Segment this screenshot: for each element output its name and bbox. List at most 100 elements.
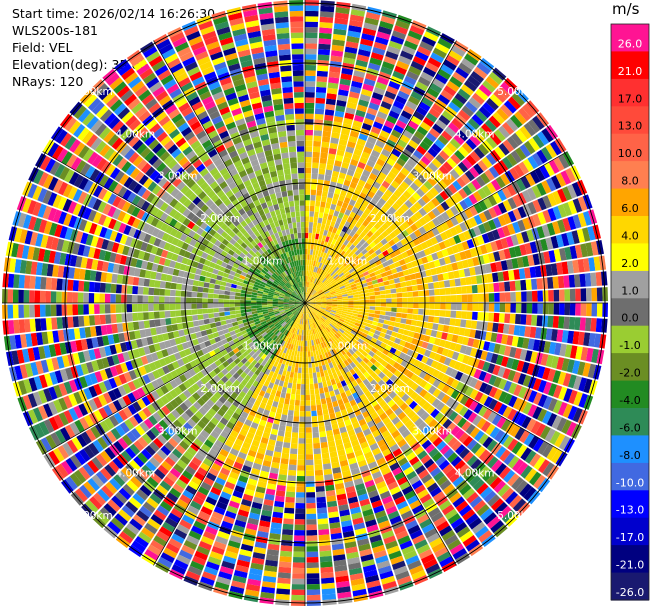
- gate: [388, 359, 396, 367]
- gate: [469, 496, 483, 508]
- gate: [358, 216, 365, 224]
- gate: [469, 134, 481, 147]
- gate: [373, 222, 382, 230]
- gate: [305, 292, 307, 298]
- gate: [362, 27, 377, 36]
- gate: [376, 421, 385, 430]
- gate: [537, 441, 549, 455]
- gate: [324, 479, 334, 486]
- gate: [405, 319, 412, 325]
- gate: [306, 281, 309, 287]
- gate: [491, 229, 501, 240]
- gate: [310, 300, 316, 302]
- gate: [363, 329, 370, 335]
- gate: [441, 394, 451, 404]
- gate: [295, 394, 301, 401]
- gate: [427, 366, 436, 376]
- gate: [381, 430, 391, 439]
- gate: [454, 318, 462, 327]
- gate: [441, 130, 453, 142]
- gate: [373, 360, 381, 368]
- gate: [389, 336, 396, 343]
- gate: [438, 415, 448, 426]
- gate: [414, 345, 422, 353]
- gate: [398, 373, 406, 381]
- gate: [487, 219, 497, 231]
- gate: [446, 263, 453, 272]
- gate: [315, 298, 321, 301]
- gate: [517, 373, 527, 385]
- gate: [492, 364, 501, 376]
- gate: [361, 386, 369, 394]
- gate: [564, 246, 572, 260]
- gate: [396, 297, 403, 303]
- gate: [554, 342, 562, 356]
- gate: [292, 426, 299, 433]
- gate: [305, 227, 309, 233]
- gate: [367, 407, 376, 416]
- gate: [379, 267, 386, 274]
- gate: [396, 253, 404, 261]
- gate: [371, 447, 382, 456]
- gate: [561, 419, 572, 435]
- gate: [545, 328, 553, 341]
- gate: [362, 341, 369, 348]
- gate: [368, 102, 380, 111]
- gate: [517, 336, 525, 348]
- gate: [364, 299, 370, 303]
- gate: [305, 10, 319, 17]
- gate: [506, 184, 517, 197]
- gate: [309, 296, 314, 300]
- gate: [399, 481, 411, 491]
- gate: [328, 286, 334, 291]
- gate: [321, 447, 329, 454]
- gate: [506, 136, 519, 150]
- gate: [277, 402, 284, 409]
- gate: [496, 416, 507, 429]
- gate: [305, 454, 314, 460]
- gate: [347, 307, 354, 311]
- gate: [335, 277, 342, 283]
- gate: [483, 293, 489, 302]
- gate: [318, 262, 323, 269]
- gate: [336, 217, 342, 224]
- gate: [431, 207, 441, 217]
- gate: [322, 130, 331, 138]
- gate: [305, 427, 312, 433]
- gate: [331, 360, 337, 368]
- gate: [375, 202, 383, 210]
- gate: [379, 286, 386, 291]
- gate: [365, 354, 373, 361]
- gate: [498, 378, 508, 390]
- gate: [366, 107, 378, 116]
- gate: [432, 323, 439, 331]
- gate: [394, 337, 401, 345]
- gate: [341, 276, 347, 282]
- gate: [540, 425, 551, 440]
- gate: [339, 335, 346, 341]
- gate: [363, 146, 373, 155]
- gate: [474, 330, 482, 340]
- gate: [411, 319, 418, 326]
- gate: [213, 312, 220, 318]
- gate: [318, 337, 323, 344]
- gate: [493, 343, 501, 354]
- gate: [409, 273, 416, 280]
- gate: [340, 167, 348, 175]
- gate: [404, 419, 414, 429]
- gate: [438, 114, 451, 126]
- gate: [595, 271, 603, 286]
- gate: [483, 341, 491, 351]
- gate: [482, 254, 490, 264]
- gate: [495, 261, 503, 272]
- gate: [416, 320, 423, 327]
- gate: [381, 222, 389, 231]
- gate: [491, 413, 502, 426]
- ray-25: [305, 224, 601, 303]
- gate: [305, 400, 311, 406]
- gate: [464, 79, 478, 92]
- gate: [333, 193, 340, 200]
- gate: [358, 99, 369, 108]
- gate: [488, 312, 495, 322]
- gate: [531, 278, 538, 290]
